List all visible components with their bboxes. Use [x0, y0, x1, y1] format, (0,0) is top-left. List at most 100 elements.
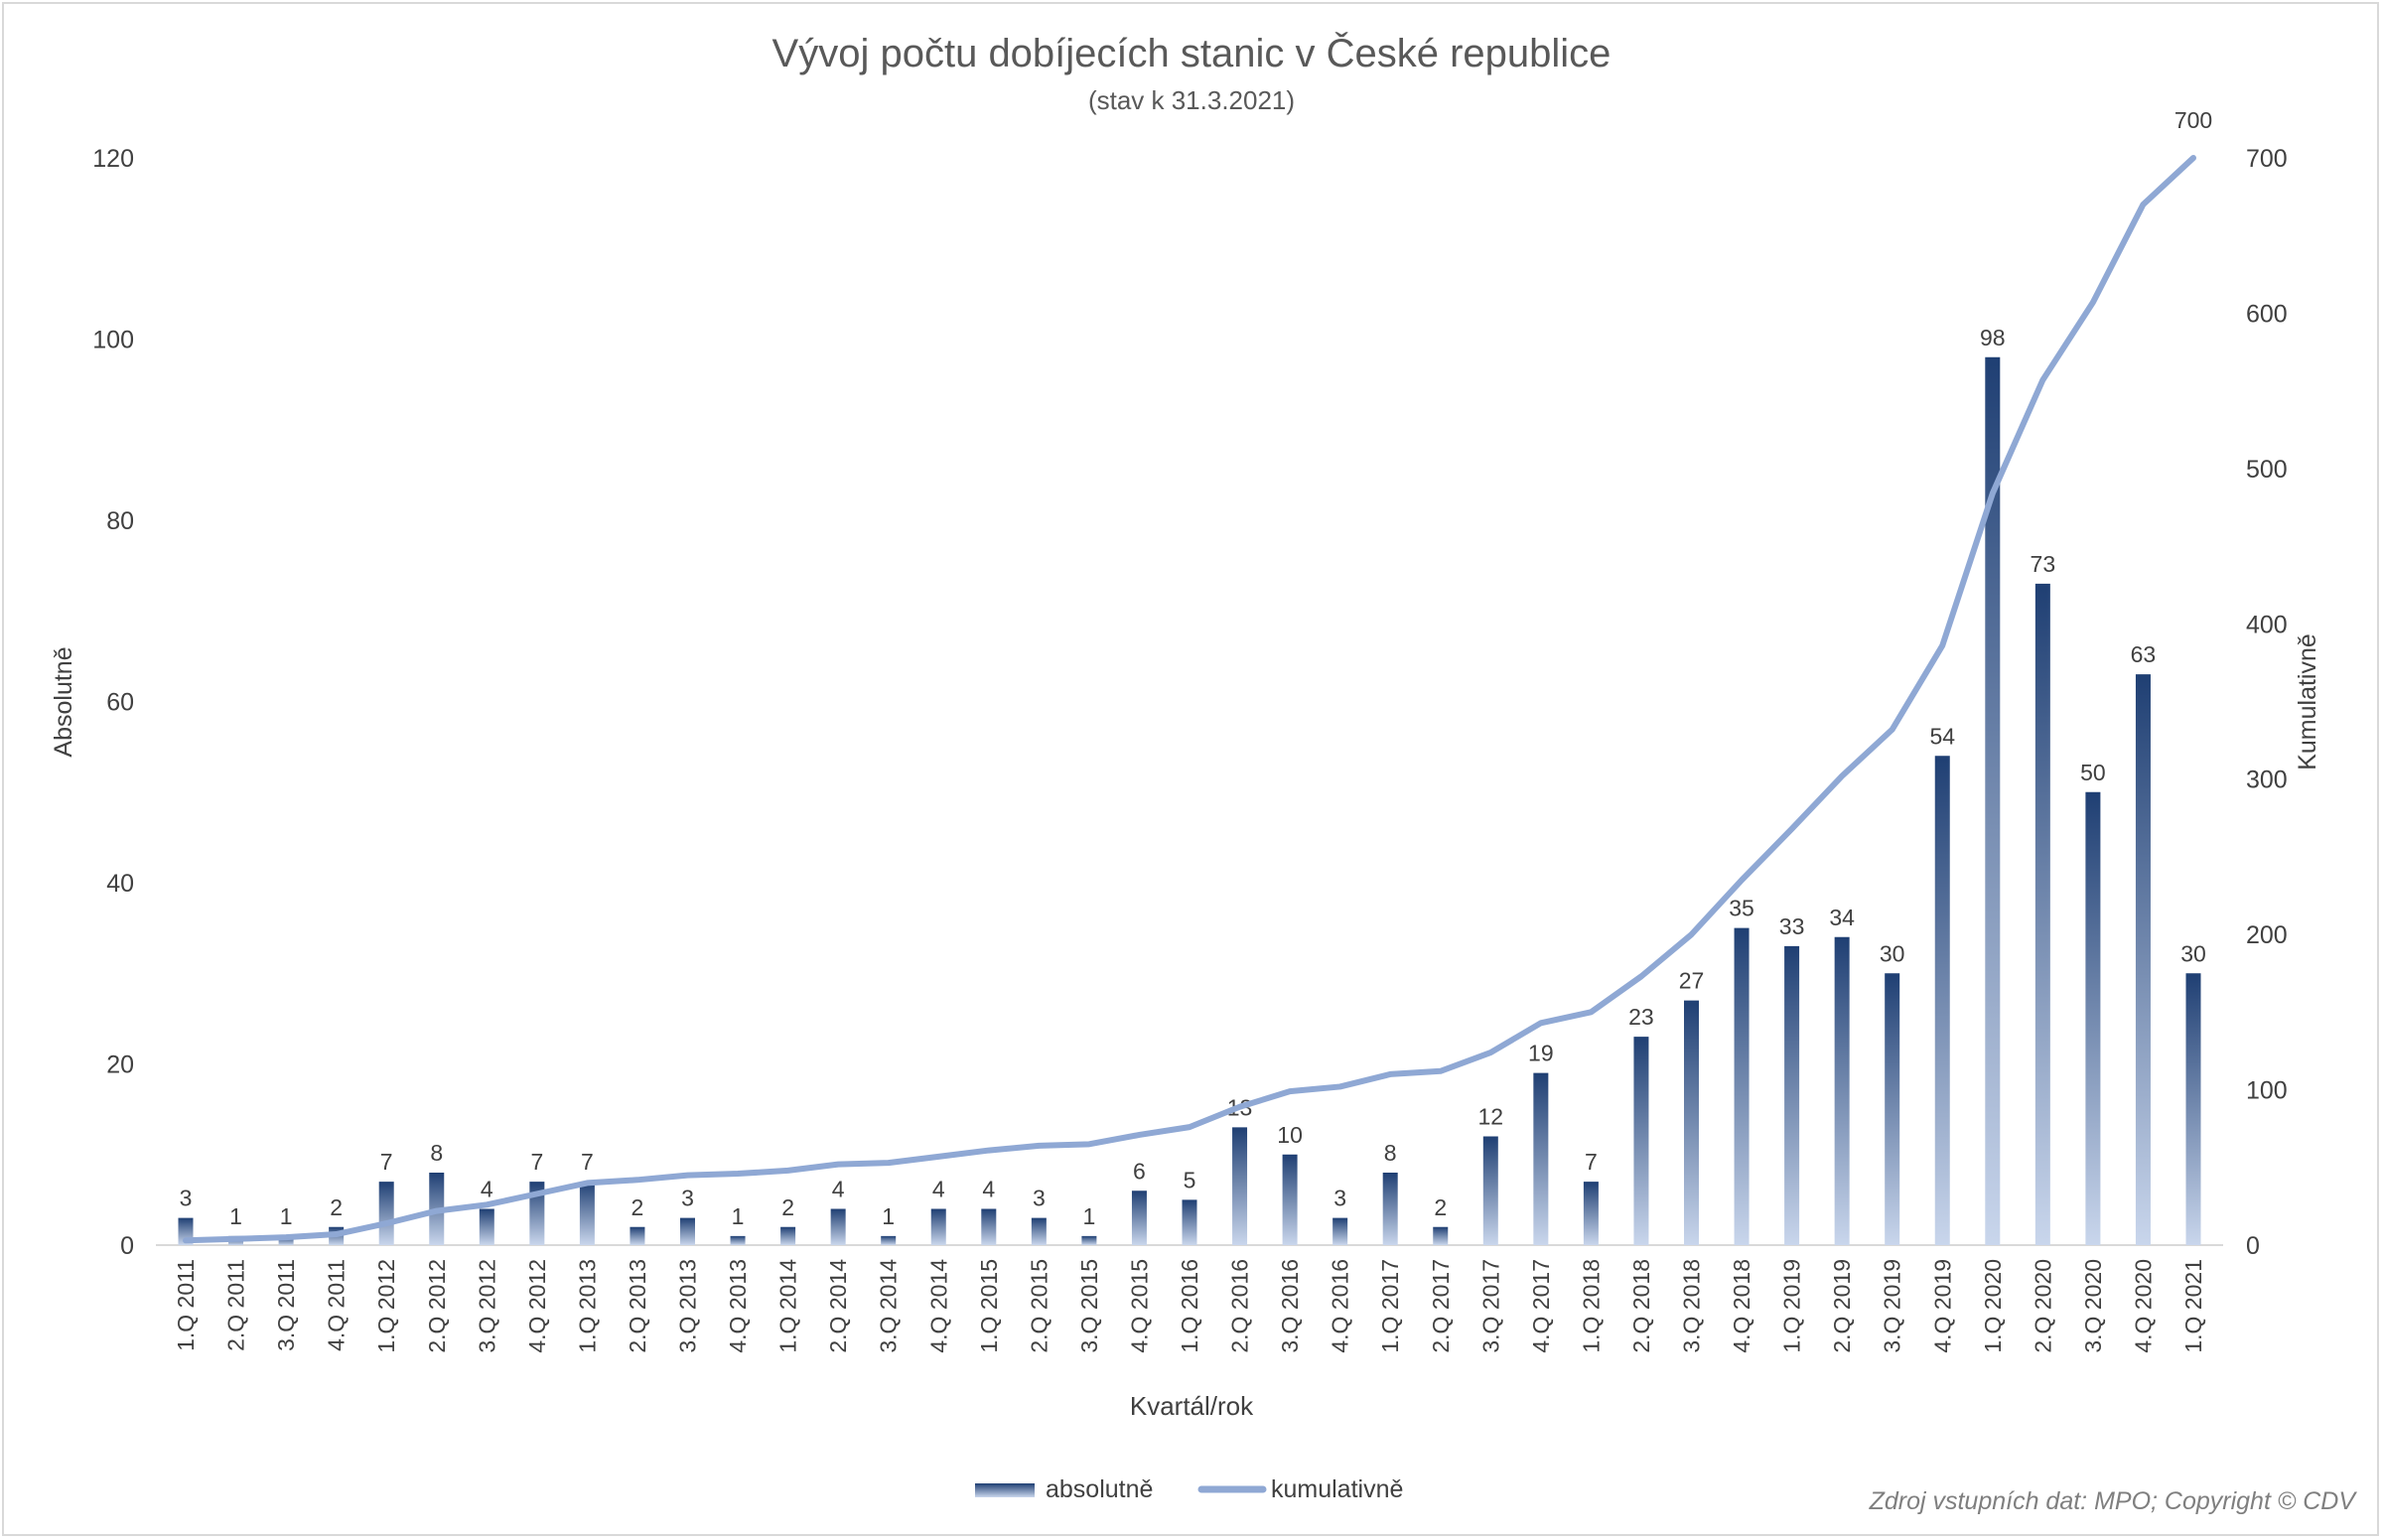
bar — [1985, 356, 2001, 1245]
bar-data-label: 98 — [1980, 325, 2006, 350]
bar — [1834, 936, 1850, 1245]
bar — [1684, 1000, 1699, 1245]
bar-data-label: 7 — [1585, 1149, 1598, 1175]
bar-data-label: 1 — [1083, 1203, 1096, 1229]
y-right-tick-label: 200 — [2246, 921, 2288, 949]
bar — [830, 1208, 846, 1245]
x-tick-label: 2.Q 2012 — [424, 1259, 450, 1353]
bar-data-label: 2 — [781, 1194, 794, 1220]
bar — [1182, 1199, 1197, 1245]
x-tick-label: 2.Q 2019 — [1829, 1259, 1855, 1353]
bar — [278, 1235, 294, 1245]
bar — [1934, 756, 1950, 1245]
legend-label-kumulativne: kumulativně — [1271, 1475, 1403, 1503]
x-tick-label: 1.Q 2011 — [173, 1259, 199, 1351]
bar-data-label: 10 — [1277, 1122, 1303, 1148]
bar-data-label: 5 — [1184, 1167, 1196, 1192]
y-left-tick-label: 120 — [92, 145, 134, 173]
x-tick-label: 2.Q 2014 — [825, 1259, 851, 1353]
y-right-tick-label: 500 — [2246, 456, 2288, 484]
bar-data-label: 50 — [2080, 760, 2106, 785]
x-tick-label: 4.Q 2020 — [2130, 1259, 2156, 1353]
bar-data-label: 7 — [380, 1149, 393, 1175]
bar-data-label: 1 — [229, 1203, 242, 1229]
bar-data-label: 35 — [1729, 896, 1754, 921]
bar — [1031, 1217, 1047, 1245]
x-tick-label: 2.Q 2013 — [625, 1259, 650, 1353]
bar — [730, 1235, 746, 1245]
x-tick-label: 3.Q 2016 — [1277, 1259, 1303, 1353]
bar-data-label: 34 — [1829, 905, 1855, 930]
x-tick-label: 2.Q 2011 — [223, 1259, 249, 1351]
bar — [2085, 791, 2101, 1245]
bar-data-label: 73 — [2031, 551, 2056, 577]
x-tick-label: 1.Q 2014 — [775, 1259, 801, 1353]
bar — [1081, 1235, 1097, 1245]
bar-data-label: 1 — [732, 1203, 745, 1229]
x-tick-label: 3.Q 2015 — [1076, 1259, 1102, 1353]
bar-data-label: 2 — [1434, 1194, 1447, 1220]
y-right-tick-label: 100 — [2246, 1077, 2288, 1105]
x-tick-label: 2.Q 2018 — [1628, 1259, 1654, 1353]
x-tick-label: 2.Q 2016 — [1227, 1259, 1253, 1353]
bar — [2034, 583, 2050, 1245]
y-right-tick-label: 0 — [2246, 1232, 2260, 1260]
bar-data-label: 27 — [1679, 968, 1705, 994]
y-right-tick-label: 300 — [2246, 767, 2288, 794]
bar — [981, 1208, 997, 1245]
y-left-tick-label: 20 — [106, 1051, 134, 1079]
bar — [1885, 973, 1900, 1245]
bar — [1232, 1127, 1248, 1245]
bar-data-label: 3 — [180, 1186, 193, 1211]
bar — [1131, 1190, 1147, 1245]
x-tick-label: 4.Q 2014 — [925, 1259, 951, 1353]
bar-data-label: 19 — [1528, 1041, 1554, 1066]
y-left-tick-label: 0 — [120, 1232, 134, 1260]
x-tick-label: 4.Q 2018 — [1729, 1259, 1754, 1353]
bar-data-label: 4 — [481, 1177, 493, 1202]
x-tick-label: 1.Q 2021 — [2180, 1259, 2206, 1353]
bar-data-label: 12 — [1478, 1104, 1504, 1130]
x-tick-label: 3.Q 2014 — [876, 1259, 902, 1353]
x-tick-label: 3.Q 2011 — [273, 1259, 299, 1351]
x-tick-label: 3.Q 2019 — [1880, 1259, 1905, 1353]
bar — [2135, 674, 2151, 1245]
bar-data-label: 2 — [631, 1194, 644, 1220]
x-tick-label: 3.Q 2017 — [1477, 1259, 1503, 1353]
chart-title: Vývoj počtu dobíjecích stanic v České re… — [772, 31, 1612, 75]
x-tick-label: 1.Q 2020 — [1980, 1259, 2006, 1353]
bar — [1382, 1173, 1398, 1245]
x-tick-label: 4.Q 2015 — [1126, 1259, 1152, 1353]
bar — [780, 1226, 796, 1245]
bar-data-label: 54 — [1929, 723, 1955, 749]
bar-data-label: 3 — [1033, 1186, 1046, 1211]
legend-label-absolutne: absolutně — [1046, 1475, 1153, 1503]
bar-data-label: 8 — [430, 1140, 443, 1166]
legend: absolutně kumulativně — [975, 1475, 1403, 1503]
y-axis-right-label: Kumulativně — [2294, 633, 2321, 770]
bar — [479, 1208, 494, 1245]
bar — [2185, 973, 2201, 1245]
x-tick-label: 1.Q 2015 — [976, 1259, 1002, 1353]
x-tick-label: 1.Q 2019 — [1779, 1259, 1805, 1353]
bar — [680, 1217, 695, 1245]
x-tick-label: 2.Q 2017 — [1428, 1259, 1454, 1353]
cumulative-line — [183, 155, 2196, 1244]
bar — [881, 1235, 897, 1245]
bar-data-label: 1 — [280, 1203, 293, 1229]
x-tick-label: 3.Q 2013 — [675, 1259, 701, 1353]
bar — [1734, 927, 1750, 1245]
bar — [930, 1208, 946, 1245]
bar — [1332, 1217, 1348, 1245]
bar-data-label: 3 — [1333, 1186, 1346, 1211]
bar-data-label: 3 — [681, 1186, 694, 1211]
bar — [378, 1182, 394, 1245]
x-tick-label: 4.Q 2012 — [524, 1259, 550, 1353]
x-tick-label: 4.Q 2011 — [324, 1259, 350, 1351]
bar-data-label: 8 — [1384, 1140, 1397, 1166]
x-tick-label: 4.Q 2017 — [1528, 1259, 1554, 1353]
bar-data-label: 4 — [982, 1177, 995, 1202]
x-tick-label: 2.Q 2020 — [2030, 1259, 2055, 1353]
bar-data-label: 7 — [530, 1149, 543, 1175]
